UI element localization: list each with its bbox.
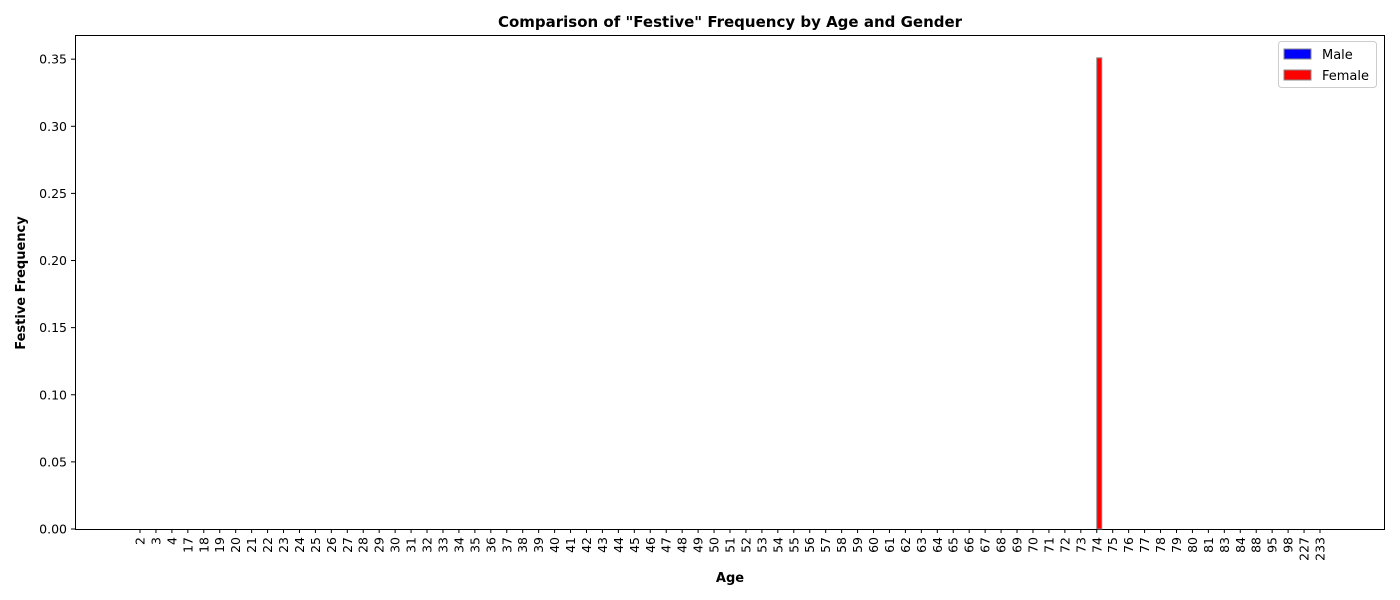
x-tick-label: 24 [292,537,307,553]
x-tick-label: 31 [404,537,419,553]
x-tick-label: 71 [1041,537,1056,553]
x-tick-label: 19 [212,537,227,553]
x-tick-label: 62 [898,537,913,553]
x-tick-label: 75 [1105,537,1120,553]
x-tick-label: 36 [483,537,498,553]
x-tick-label: 48 [675,537,690,553]
x-tick-label: 84 [1233,537,1248,553]
x-tick-label: 76 [1121,537,1136,553]
x-tick-label: 26 [324,537,339,553]
x-tick-label: 50 [707,537,722,553]
x-tick-label: 44 [611,537,626,553]
x-tick-label: 227 [1297,537,1312,561]
x-tick-label: 47 [659,537,674,553]
x-tick-label: 79 [1169,537,1184,553]
x-tick-label: 81 [1201,537,1216,553]
x-tick-label: 3 [148,537,163,545]
x-tick-label: 54 [770,537,785,553]
y-axis: 0.00 0.05 0.10 0.15 0.20 0.25 0.30 0.35 [39,52,75,537]
y-tick-label: 0.05 [39,454,67,469]
x-tick-label: 20 [228,537,243,553]
x-tick-label: 34 [451,537,466,553]
x-tick-label: 61 [882,537,897,553]
legend-label-female: Female [1322,69,1369,84]
y-tick-label: 0.00 [39,522,67,537]
x-tick-label: 69 [1010,537,1025,553]
x-tick-label: 58 [834,537,849,553]
y-tick-label: 0.25 [39,186,67,201]
x-tick-label: 41 [563,537,578,553]
x-tick-label: 68 [994,537,1009,553]
y-tick-label: 0.10 [39,387,67,402]
x-tick-label: 80 [1185,537,1200,553]
x-tick-label: 95 [1265,537,1280,553]
x-tick-label: 66 [962,537,977,553]
x-tick-label: 46 [643,537,658,553]
x-tick-label: 51 [723,537,738,553]
x-tick-label: 25 [308,537,323,553]
x-tick-label: 72 [1057,537,1072,553]
x-tick-label: 52 [738,537,753,553]
x-tick-label: 2 [133,537,148,545]
plot-frame [75,35,1385,530]
y-axis-label: Festive Frequency [14,216,29,350]
y-tick-label: 0.35 [39,52,67,67]
x-tick-label: 63 [914,537,929,553]
plot-area [75,35,1385,530]
x-tick-label: 64 [930,537,945,553]
x-tick-label: 40 [547,537,562,553]
bar-female-74 [1096,57,1103,530]
x-tick-label: 53 [754,537,769,553]
x-tick-label: 37 [499,537,514,553]
x-tick-label: 38 [515,537,530,553]
x-tick-label: 22 [260,537,275,553]
legend-swatch-male [1283,48,1312,60]
x-tick-label: 88 [1249,537,1264,553]
x-tick-label: 60 [866,537,881,553]
x-tick-label: 4 [164,537,179,545]
x-tick-label: 77 [1137,537,1152,553]
x-tick-label: 78 [1153,537,1168,553]
x-tick-label: 98 [1281,537,1296,553]
x-tick-label: 67 [978,537,993,553]
x-tick-label: 30 [388,537,403,553]
x-tick-label: 23 [276,537,291,553]
x-tick-label: 28 [356,537,371,553]
x-axis-label: Age [716,571,744,586]
chart-title: Comparison of "Festive" Frequency by Age… [498,13,963,31]
y-tick-label: 0.30 [39,119,67,134]
x-tick-label: 39 [531,537,546,553]
x-tick-label: 73 [1073,537,1088,553]
x-tick-label: 233 [1313,537,1328,561]
x-tick-label: 45 [627,537,642,553]
y-tick-label: 0.15 [39,320,67,335]
legend-label-male: Male [1322,48,1353,63]
x-tick-label: 65 [946,537,961,553]
y-tick-label: 0.20 [39,253,67,268]
x-tick-label: 59 [850,537,865,553]
x-tick-label: 55 [786,537,801,553]
bars-group [1096,57,1103,530]
x-tick-label: 21 [244,537,259,553]
x-tick-label: 18 [196,537,211,553]
x-axis: 2 3 4 17 18 19 20 21 22 23 24 25 26 27 28 29 30 31 32 33 34 3… [133,529,1328,561]
x-tick-label: 83 [1217,537,1232,553]
x-tick-label: 49 [691,537,706,553]
legend-swatch-female [1283,69,1312,81]
x-tick-label: 29 [372,537,387,553]
x-tick-label: 33 [435,537,450,553]
x-tick-label: 32 [420,537,435,553]
x-tick-label: 35 [467,537,482,553]
x-tick-label: 74 [1089,537,1104,553]
x-tick-label: 70 [1025,537,1040,553]
x-tick-label: 27 [340,537,355,553]
x-tick-label: 17 [180,537,195,553]
x-tick-label: 57 [818,537,833,553]
x-tick-label: 42 [579,537,594,553]
x-tick-label: 43 [595,537,610,553]
legend: Male Female [1278,41,1377,88]
x-tick-label: 56 [802,537,817,553]
